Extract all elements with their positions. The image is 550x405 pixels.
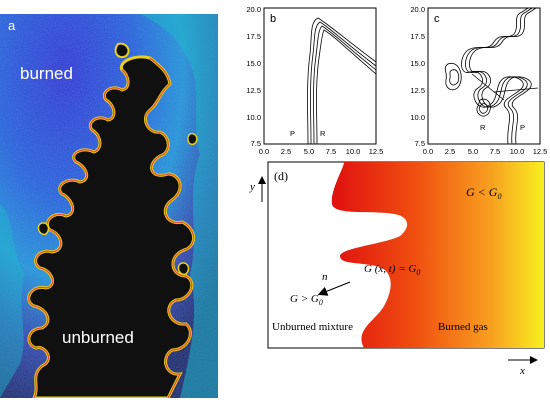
y-tick: 12.5 [410,86,425,95]
x-ticks-c: 0.0 2.5 5.0 7.5 10.0 12.5 [423,147,548,156]
x-tick: 2.5 [281,147,291,156]
panel-a-label: a [8,18,16,33]
y-tick: 20.0 [246,5,261,14]
x-tick: 7.5 [326,147,336,156]
g-front-label: G (x, t) = G0 [364,263,420,277]
x-tick: 10.0 [510,147,525,156]
marker-r-b: R [320,129,326,138]
marker-r-c: R [480,123,486,132]
y-ticks-c: 20.0 17.5 15.0 12.5 10.0 7.5 [410,5,425,148]
y-tick: 15.0 [246,59,261,68]
x-tick: 10.0 [346,147,361,156]
x-tick: 12.5 [369,147,384,156]
x-tick: 7.5 [490,147,500,156]
x-tick: 5.0 [468,147,478,156]
panel-a: a burned unburned [0,14,218,400]
y-tick: 20.0 [410,5,425,14]
x-tick: 2.5 [445,147,455,156]
x-tick: 0.0 [423,147,433,156]
x-tick: 12.5 [533,147,548,156]
x-ticks-b: 0.0 2.5 5.0 7.5 10.0 12.5 [259,147,384,156]
g-greater-label: G > G0 [290,293,323,307]
y-tick: 7.5 [415,139,425,148]
marker-p-b: P [290,129,295,138]
y-tick: 10.0 [410,113,425,122]
burned-gas-region [331,162,544,348]
y-tick: 17.5 [246,32,261,41]
burned-gas-label: Burned gas [438,321,488,333]
x-tick: 5.0 [304,147,314,156]
panel-c-label: c [434,13,440,25]
flame-image [0,14,218,400]
x-tick: 0.0 [259,147,269,156]
unburned-label: unburned [62,328,134,347]
panel-c: c 20.0 17.5 15.0 12.5 10.0 7.5 0.0 2.5 5… [408,4,550,158]
y-tick: 10.0 [246,113,261,122]
y-axis-label: y [249,181,255,193]
y-tick: 7.5 [251,139,261,148]
panel-b-label: b [270,13,276,25]
flame-contours-b [307,17,377,145]
unburned-mixture-label: Unburned mixture [272,321,353,333]
y-tick: 15.0 [410,59,425,68]
y-ticks-b: 20.0 17.5 15.0 12.5 10.0 7.5 [246,5,261,148]
panel-d-label: (d) [274,169,288,183]
y-tick: 12.5 [246,86,261,95]
g-less-label: G < G0 [466,185,501,201]
normal-vector-arrow [317,281,351,296]
burned-label: burned [20,64,73,83]
panel-b: b 20.0 17.5 15.0 12.5 10.0 7.5 0.0 2.5 5… [244,4,384,158]
normal-label: n [322,271,328,283]
marker-p-c: P [520,123,525,132]
flame-contours-c [444,7,539,145]
x-axis-label: x [519,365,525,377]
panel-d: y x (d) G < G0 G (x, t) = G0 n G > G0 Un… [244,160,550,400]
y-tick: 17.5 [410,32,425,41]
plot-frame-b [263,7,377,145]
